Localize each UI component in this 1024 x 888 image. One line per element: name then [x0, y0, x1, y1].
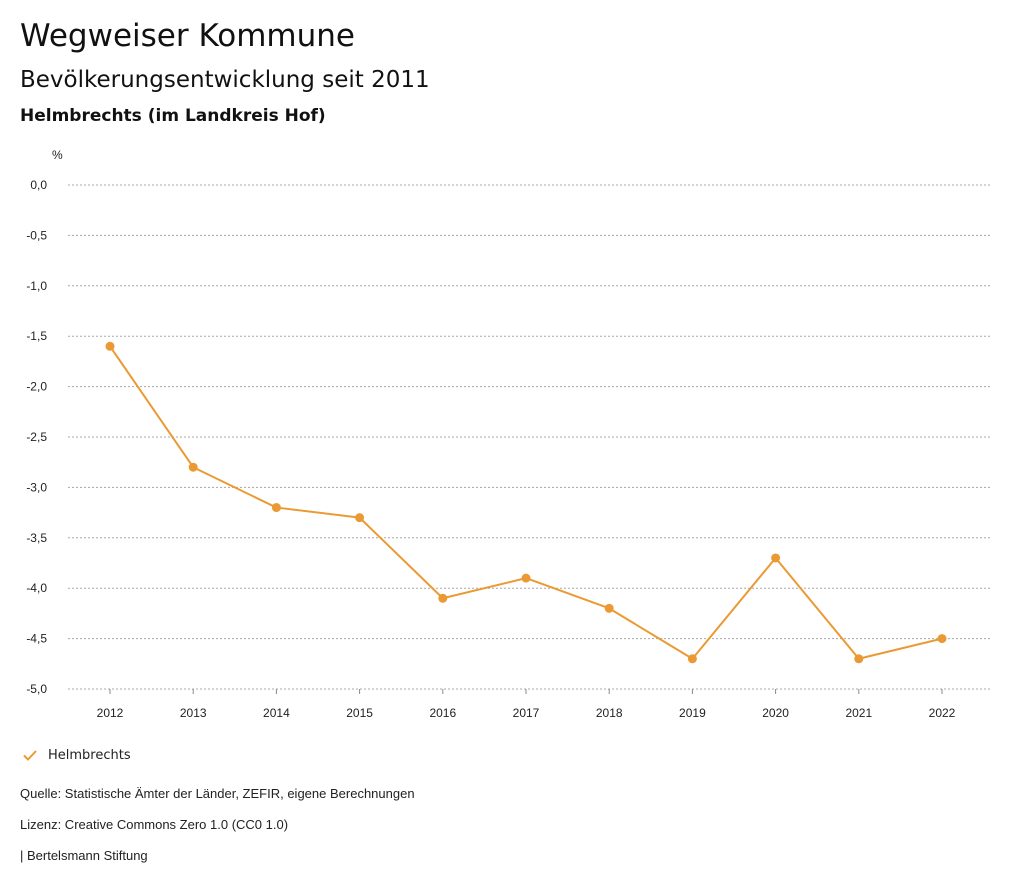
chart-subtitle: Bevölkerungsentwicklung seit 2011: [20, 67, 430, 93]
data-point-2021: [854, 654, 864, 664]
data-point-2020: [771, 553, 781, 563]
y-tick-label: -1,0: [26, 279, 47, 293]
x-tick-label: 2012: [97, 706, 124, 720]
y-tick-label: 0,0: [30, 178, 47, 192]
source-note: Quelle: Statistische Ämter der Länder, Z…: [20, 786, 415, 801]
legend-item-helmbrechts[interactable]: Helmbrechts: [22, 744, 131, 766]
y-tick-label: -3,0: [26, 480, 47, 494]
data-point-2013: [188, 462, 198, 472]
x-tick-label: 2016: [429, 706, 456, 720]
series-line-helmbrechts: [109, 345, 943, 660]
x-tick-label: 2018: [596, 706, 623, 720]
line-chart: % 0,0 -0,5 -1,0 -1,5 -2,0 -2,5 -3,0 -3,5 -4,0 -4,5…: [26, 148, 990, 720]
x-tick-label: 2019: [679, 706, 706, 720]
data-point-2014: [271, 503, 281, 513]
data-point-2015: [355, 513, 365, 523]
y-tick-label: -2,0: [26, 380, 47, 394]
data-point-2018: [604, 603, 614, 613]
license-note: Lizenz: Creative Commons Zero 1.0 (CC0 1…: [20, 817, 289, 832]
data-point-2016: [438, 593, 448, 603]
region-label: Helmbrechts (im Landkreis Hof): [20, 106, 326, 126]
x-tick-label: 2022: [929, 706, 956, 720]
x-tick-label: 2013: [180, 706, 207, 720]
y-tick-label: -3,5: [26, 531, 47, 545]
x-tick-label: 2017: [513, 706, 540, 720]
x-tick-label: 2020: [762, 706, 789, 720]
data-point-2019: [687, 654, 697, 664]
publisher-note: | Bertelsmann Stiftung: [20, 848, 148, 863]
x-tick-label: 2014: [263, 706, 290, 720]
y-tick-label: -4,0: [26, 581, 47, 595]
chart-title: Wegweiser Kommune: [20, 18, 355, 54]
data-point-2012: [105, 341, 115, 351]
x-tick-label: 2021: [845, 706, 872, 720]
x-tick-label: 2015: [346, 706, 373, 720]
y-axis-unit-label: %: [52, 148, 63, 162]
y-tick-label: -4,5: [26, 632, 47, 646]
y-tick-label: -5,0: [26, 682, 47, 696]
check-icon: [23, 750, 37, 761]
y-tick-label: -2,5: [26, 430, 47, 444]
data-point-2022: [937, 634, 947, 644]
y-tick-label: -1,5: [26, 329, 47, 343]
data-point-2017: [521, 573, 531, 583]
y-tick-label: -0,5: [26, 228, 47, 242]
legend-label: Helmbrechts: [48, 747, 131, 763]
